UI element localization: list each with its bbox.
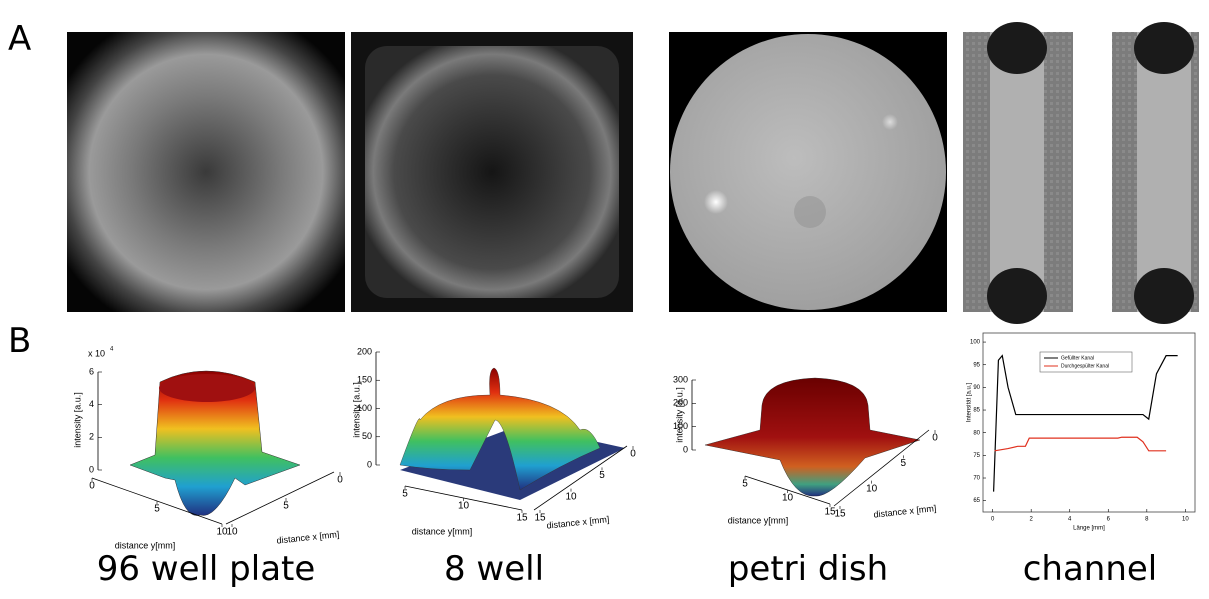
caption: 96 well plate bbox=[97, 549, 316, 589]
z-tick-label: 300 bbox=[673, 374, 688, 384]
x-tick-label: 4 bbox=[1068, 517, 1072, 523]
y-tick-label: 5 bbox=[402, 489, 408, 500]
x-tick-label: 5 bbox=[599, 470, 605, 481]
caption: channel bbox=[1023, 549, 1158, 589]
x-tick-label: 10 bbox=[1182, 517, 1189, 523]
z-tick-label: 4 bbox=[89, 399, 94, 409]
x-tick-label: 2 bbox=[1030, 517, 1034, 523]
z-exponent-power: 4 bbox=[110, 347, 114, 353]
y-tick-label: 95 bbox=[973, 362, 980, 368]
x-tick-label: 10 bbox=[866, 483, 878, 494]
z-tick-label: 0 bbox=[367, 459, 372, 469]
y-tick-label: 70 bbox=[973, 476, 980, 482]
y-axis-label: distance y[mm] bbox=[728, 515, 789, 525]
x-tick-label: 0 bbox=[932, 433, 938, 444]
z-axis-label: intensity [a.u.] bbox=[72, 392, 82, 448]
caption: 8 well bbox=[444, 549, 544, 589]
page: A B 96 well plate 8 well petri dish channel… bbox=[0, 0, 1209, 599]
y-tick-label: 10 bbox=[458, 501, 470, 512]
x-axis-label: distance x [mm] bbox=[276, 529, 340, 546]
x-axis-label: Länge [mm] bbox=[1073, 526, 1105, 532]
y-tick-label: 0 bbox=[89, 481, 95, 492]
z-exponent: x 10 bbox=[88, 348, 105, 358]
image-petri-dish bbox=[669, 32, 947, 312]
x-tick-label: 8 bbox=[1145, 517, 1149, 523]
x-tick-label: 5 bbox=[283, 501, 289, 512]
x-tick-label: 0 bbox=[991, 517, 995, 523]
y-tick-label: 100 bbox=[970, 340, 981, 346]
legend-label: Durchgespülter Kanal bbox=[1061, 363, 1109, 369]
x-tick-label: 15 bbox=[834, 509, 846, 520]
x-axis-label: distance x [mm] bbox=[873, 503, 937, 520]
z-tick-label: 200 bbox=[357, 346, 372, 356]
y-tick-label: 10 bbox=[782, 493, 794, 504]
figure: A B 96 well plate 8 well petri dish channel… bbox=[0, 0, 1209, 595]
x-tick-label: 15 bbox=[534, 513, 546, 524]
panel-label: B bbox=[8, 321, 31, 361]
x-tick-label: 5 bbox=[901, 458, 907, 469]
image-8-well bbox=[351, 32, 633, 312]
z-tick-label: 0 bbox=[683, 444, 688, 454]
y-tick-label: 15 bbox=[516, 513, 528, 524]
z-tick-label: 0 bbox=[89, 464, 94, 474]
y-tick-label: 90 bbox=[973, 385, 980, 391]
z-axis-label: intensity [a.u.] bbox=[674, 387, 684, 443]
z-axis-label: intensity [a.u.] bbox=[351, 382, 361, 438]
y-tick-label: 85 bbox=[973, 408, 980, 414]
x-tick-label: 10 bbox=[226, 527, 238, 538]
y-tick-label: 5 bbox=[742, 479, 748, 490]
y-tick-label: 75 bbox=[973, 453, 980, 459]
x-tick-label: 0 bbox=[337, 475, 343, 486]
x-axis-label: distance x [mm] bbox=[546, 514, 610, 531]
y-axis-label: distance y[mm] bbox=[115, 540, 176, 550]
z-tick-label: 50 bbox=[362, 431, 372, 441]
z-tick-label: 6 bbox=[89, 366, 94, 376]
image-channel bbox=[1112, 22, 1199, 324]
z-tick-label: 2 bbox=[89, 432, 94, 442]
x-tick-label: 10 bbox=[565, 491, 577, 502]
legend-label: Gefüllter Kanal bbox=[1061, 355, 1094, 361]
y-tick-label: 80 bbox=[973, 430, 980, 436]
surface-96-well bbox=[130, 371, 300, 516]
image-96-well bbox=[67, 32, 345, 312]
panel-label: A bbox=[8, 19, 31, 59]
image-channel bbox=[963, 22, 1073, 324]
x-tick-label: 6 bbox=[1107, 517, 1111, 523]
caption: petri dish bbox=[728, 549, 888, 589]
y-tick-label: 65 bbox=[973, 498, 980, 504]
y-axis-label: Intensität [a.u.] bbox=[967, 382, 973, 422]
surface-petri-dish bbox=[705, 378, 920, 496]
x-tick-label: 0 bbox=[630, 449, 636, 460]
surface-8-well bbox=[400, 368, 625, 500]
y-tick-label: 5 bbox=[154, 504, 160, 515]
y-axis-label: distance y[mm] bbox=[412, 526, 473, 536]
